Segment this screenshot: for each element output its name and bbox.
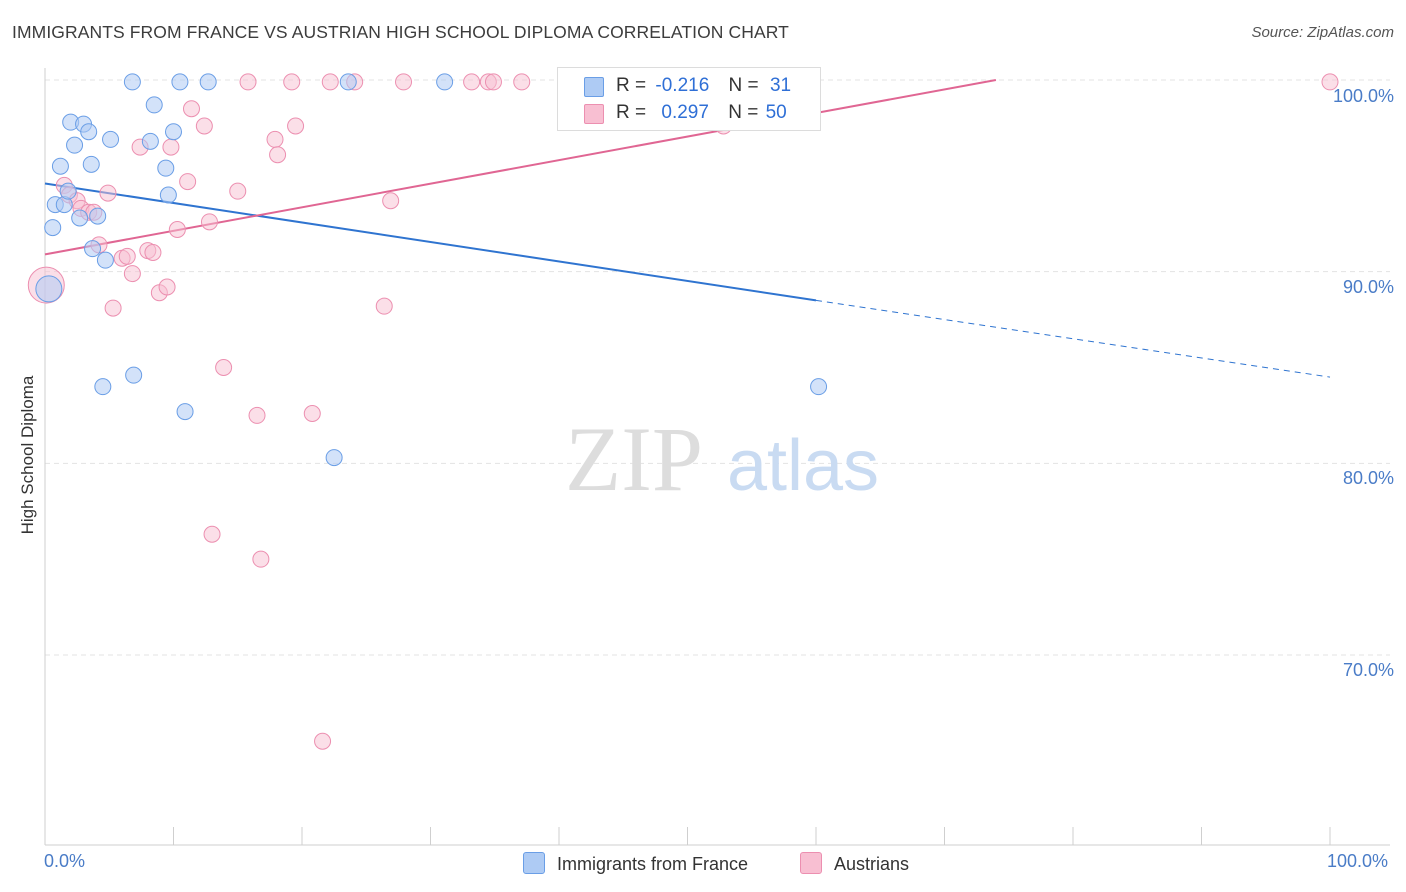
france-point <box>176 403 194 421</box>
france-point <box>89 207 107 225</box>
france-trend-extension <box>815 299 1331 378</box>
austrians-point <box>182 100 200 118</box>
watermark: ZIP atlas <box>565 408 879 510</box>
austrians-point <box>248 406 266 424</box>
france-point <box>199 73 217 91</box>
austrians-n-value: 50 <box>765 102 787 123</box>
france-point <box>145 96 163 114</box>
watermark-zip: ZIP <box>565 408 703 510</box>
france-point <box>157 159 175 177</box>
austrians-legend-swatch <box>800 852 822 874</box>
france-point <box>141 132 159 150</box>
austrians-point <box>99 184 117 202</box>
axes <box>44 68 1390 846</box>
legend-item-france: Immigrants from France <box>523 852 748 875</box>
france-r-value: -0.216 <box>655 75 710 96</box>
austrians-point <box>321 73 339 91</box>
france-point <box>96 251 114 269</box>
france-point <box>84 240 102 258</box>
france-legend-swatch <box>523 852 545 874</box>
france-point <box>80 123 98 141</box>
x-tick-label: 0.0% <box>44 851 86 871</box>
france-point <box>51 157 69 175</box>
france-point <box>436 73 454 91</box>
y-axis-label: High School Diploma <box>18 375 37 535</box>
france-point <box>810 378 828 396</box>
austrians-point <box>162 138 180 156</box>
y-tick-label: 100.0% <box>1332 86 1394 106</box>
france-point <box>159 186 177 204</box>
france-point <box>94 378 112 396</box>
austrians-r-value: 0.297 <box>661 102 709 123</box>
y-tick-label: 80.0% <box>1342 468 1394 488</box>
austrians-swatch <box>584 104 604 124</box>
france-point <box>35 275 63 303</box>
austrians-point <box>195 117 213 135</box>
austrians-point <box>513 73 531 91</box>
austrians-point <box>266 130 284 148</box>
austrians-point <box>382 192 400 210</box>
austrians-point <box>104 299 122 317</box>
france-point <box>102 130 120 148</box>
austrians-point <box>314 732 332 750</box>
austrians-point <box>203 525 221 543</box>
france-trend-line <box>44 182 817 302</box>
austrians-point <box>375 297 393 315</box>
austrians-point <box>484 73 502 91</box>
france-point <box>339 73 357 91</box>
austrians-point <box>283 73 301 91</box>
austrians-point <box>303 405 321 422</box>
austrians-point <box>215 359 233 376</box>
france-point <box>123 73 141 91</box>
france-point <box>171 73 189 91</box>
austrians-point <box>200 213 218 231</box>
france-point <box>44 219 62 237</box>
austrians-point <box>1321 73 1339 91</box>
france-point <box>59 182 77 200</box>
france-swatch <box>584 77 604 97</box>
france-point <box>71 209 89 227</box>
x-tick-label: 100.0% <box>1327 851 1389 871</box>
austrians-point <box>395 73 413 91</box>
y-tick-label: 70.0% <box>1342 660 1394 680</box>
gridlines <box>45 79 1390 656</box>
austrians-point <box>239 73 257 91</box>
austrians-point <box>252 550 270 568</box>
austrians-point <box>144 244 162 261</box>
legend-item-austrians: Austrians <box>800 852 909 875</box>
chart-title: IMMIGRANTS FROM FRANCE VS AUSTRIAN HIGH … <box>12 22 789 42</box>
austrians-point <box>269 146 287 164</box>
france-n-value: 31 <box>769 75 792 96</box>
france-point <box>325 449 343 467</box>
austrians-point <box>229 182 247 200</box>
france-point <box>82 155 100 173</box>
austrians-point <box>179 173 197 191</box>
watermark-atlas: atlas <box>727 426 879 506</box>
france-point <box>165 123 182 141</box>
austrians-point <box>168 221 186 238</box>
austrians-point <box>158 278 176 296</box>
austrians-point <box>287 117 305 135</box>
austrians-point <box>123 265 141 283</box>
correlation-legend: R = -0.216 N = 31 R = 0.297 N = 50 <box>557 67 821 131</box>
austrians-point <box>118 247 136 265</box>
france-point <box>125 366 143 384</box>
austrians-point <box>463 73 481 91</box>
source-label: Source: ZipAtlas.com <box>1251 24 1394 41</box>
france-point <box>66 136 84 154</box>
y-tick-label: 90.0% <box>1342 277 1394 297</box>
data-points <box>27 73 1339 750</box>
